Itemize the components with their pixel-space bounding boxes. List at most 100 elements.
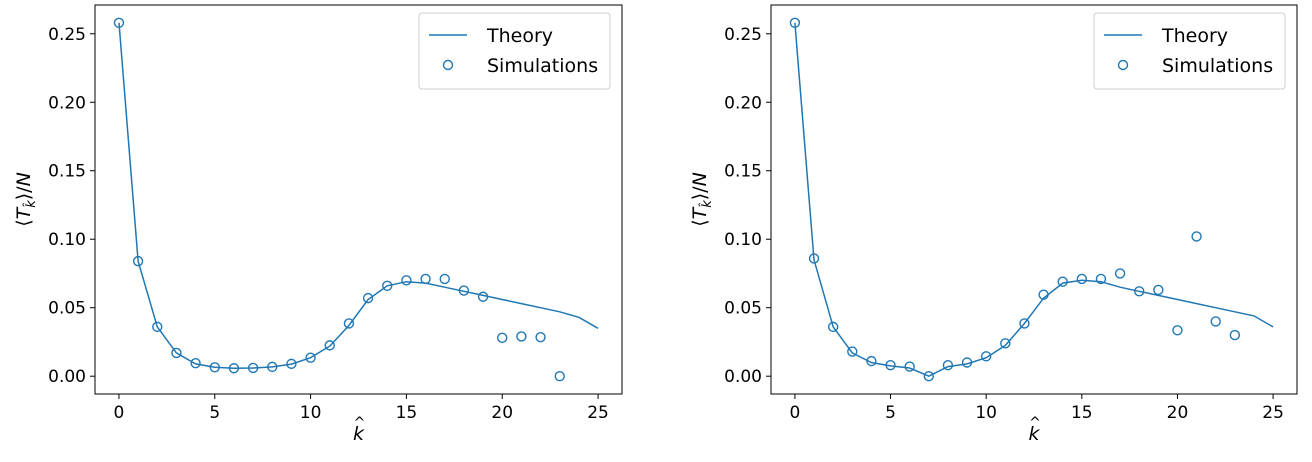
data-point (789, 17, 801, 29)
x-tick-label: 20 (491, 403, 513, 423)
y-tick-label: 0.25 (48, 25, 86, 45)
data-point (1191, 231, 1202, 242)
data-point (171, 347, 182, 359)
legend: Theory Simulations (418, 12, 611, 90)
data-point (554, 370, 565, 382)
y-tick-label: 0.15 (724, 162, 762, 182)
data-point (1133, 286, 1145, 297)
data-point (1095, 273, 1107, 285)
data-point (190, 357, 201, 369)
data-point (1229, 329, 1241, 341)
x-tick-label: 0 (789, 403, 800, 423)
data-point (439, 273, 450, 285)
data-point (401, 275, 412, 286)
data-point (847, 346, 858, 357)
data-point (382, 280, 393, 291)
data-point (923, 370, 934, 382)
data-point (362, 292, 374, 304)
data-point (942, 360, 954, 371)
data-point (1114, 268, 1126, 279)
x-axis-label-text: k (353, 423, 365, 445)
data-point (885, 360, 896, 371)
legend-label: Theory (1161, 25, 1228, 47)
data-point (420, 273, 431, 285)
y-tick-label: 0.20 (724, 93, 762, 113)
data-point (209, 362, 220, 373)
x-tick-label: 20 (1167, 403, 1189, 423)
data-point (113, 17, 125, 29)
x-tick-label: 0 (114, 403, 125, 423)
y-tick-label: 0.25 (724, 25, 762, 45)
data-point (1076, 273, 1088, 285)
data-point (343, 318, 355, 329)
data-point (516, 331, 527, 342)
data-point (1019, 318, 1030, 329)
x-tick-label: 15 (396, 403, 418, 423)
legend-box (1093, 12, 1286, 90)
data-point (247, 362, 259, 374)
data-point (1057, 276, 1068, 287)
data-point (497, 332, 508, 344)
data-point (458, 285, 470, 296)
legend-marker-icon (442, 59, 454, 71)
legend-label: Simulations (1162, 55, 1273, 77)
y-tick-label: 0.00 (724, 367, 762, 387)
legend-label: Theory (486, 25, 553, 47)
legend-label: Simulations (487, 55, 598, 77)
data-point (904, 361, 915, 372)
data-point (324, 340, 335, 351)
legend: Theory Simulations (1093, 12, 1286, 90)
data-point (267, 361, 278, 373)
legend-marker-icon (1117, 59, 1129, 71)
plot-frame (770, 4, 1298, 395)
y-axis-label-text: ⟨Tk̂⟩/N (689, 172, 715, 227)
x-axis-label-text: k (1028, 423, 1040, 445)
x-tick-label: 5 (209, 403, 220, 423)
y-tick-label: 0.20 (48, 93, 86, 113)
data-point (827, 321, 839, 333)
x-axis-label-hat: ^ (354, 415, 366, 431)
data-point (1153, 284, 1164, 296)
x-tick-label: 5 (885, 403, 896, 423)
series-line-theory (118, 22, 599, 369)
chart-panel-1: 0 5 10 15 20 25 0.00 0.05 0.10 0.15 0.20 0.25 k^ ⟨Tk̂… (13, 4, 623, 445)
data-point (1000, 338, 1011, 349)
data-point (1210, 316, 1221, 327)
y-tick-label: 0.10 (724, 230, 762, 250)
data-point (980, 351, 992, 362)
y-tick-label: 0.05 (48, 299, 86, 319)
data-point (228, 363, 240, 374)
y-tick-label: 0.15 (48, 162, 86, 182)
chart-panel-2: 0 5 10 15 20 25 0.00 0.05 0.10 0.15 0.20 0.25 k^ ⟨Tk̂… (689, 4, 1298, 445)
data-point (535, 331, 546, 343)
x-axis-label-hat: ^ (1029, 415, 1041, 431)
y-tick-label: 0.05 (724, 299, 762, 319)
data-point (477, 291, 489, 302)
y-axis-label-text: ⟨Tk̂⟩/N (13, 172, 39, 227)
data-point (961, 357, 973, 368)
y-axis-label: ⟨Tk̂⟩/N (689, 172, 715, 227)
x-axis-label: k^ (1028, 415, 1040, 445)
x-tick-label: 25 (1262, 403, 1284, 423)
y-tick-label: 0.00 (48, 367, 86, 387)
y-tick-label: 0.10 (48, 230, 86, 250)
series-line-theory (794, 22, 1274, 378)
data-point (152, 321, 163, 333)
data-point (1172, 325, 1183, 336)
data-point (286, 358, 297, 370)
x-axis-label: k^ (353, 415, 365, 445)
series-simulations (113, 17, 565, 382)
data-point (866, 355, 877, 367)
x-tick-label: 25 (587, 403, 609, 423)
data-point (808, 253, 820, 264)
data-point (132, 255, 144, 267)
plot-frame (94, 4, 623, 395)
x-tick-label: 10 (300, 403, 322, 423)
data-point (1038, 289, 1049, 300)
x-tick-label: 15 (1071, 403, 1093, 423)
x-tick-label: 10 (975, 403, 997, 423)
series-simulations (789, 17, 1241, 382)
y-axis-label: ⟨Tk̂⟩/N (13, 172, 39, 227)
data-point (305, 352, 316, 363)
